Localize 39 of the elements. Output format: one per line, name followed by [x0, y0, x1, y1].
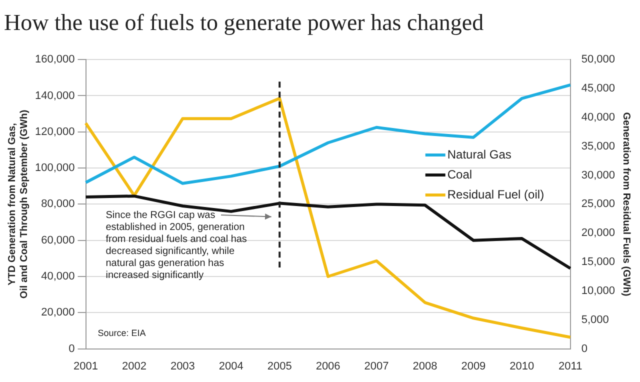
chart-title: How the use of fuels to generate power has changed	[4, 10, 484, 35]
x-tick-label: 2002	[122, 360, 146, 372]
x-tick-label: 2008	[412, 360, 438, 372]
y2-tick-label: 40,000	[581, 111, 616, 124]
x-tick-label: 2003	[170, 360, 195, 372]
y2-tick-label: 30,000	[581, 169, 616, 182]
x-tick-label: 2001	[74, 360, 98, 372]
y-tick-label: 0	[68, 342, 75, 355]
x-tick-label: 2006	[316, 360, 340, 372]
x-tick-label: 2007	[364, 360, 389, 372]
x-tick-label: 2009	[461, 360, 486, 372]
y2-tick-label: 45,000	[581, 82, 616, 95]
y-tick-label: 100,000	[34, 162, 75, 174]
y-axis-title: YTD Generation from Natural Gas, Oil and Coal Through September (GWh)	[6, 110, 30, 299]
y-tick-label: 40,000	[41, 270, 75, 283]
y2-tick-label: 10,000	[581, 284, 616, 297]
y2-tick-label: 25,000	[581, 198, 616, 210]
y2-tick-label: 0	[581, 342, 588, 355]
x-tick-label: 2010	[510, 360, 534, 372]
y2-tick-label: 50,000	[581, 54, 616, 66]
y-tick-label: 140,000	[34, 90, 75, 102]
legend-label: Coal	[447, 167, 472, 182]
y2-axis-title: Generation from Residual Fuels (GWh)	[620, 112, 632, 296]
y2-tick-label: 35,000	[581, 140, 616, 152]
y2-tick-label: 15,000	[581, 256, 616, 268]
y2-tick-label: 20,000	[581, 227, 616, 240]
legend-label: Residual Fuel (oil)	[447, 187, 544, 202]
y-tick-label: 60,000	[41, 234, 75, 246]
annotation: Source: EIA	[98, 326, 146, 340]
y-tick-label: 120,000	[34, 126, 75, 138]
y2-tick-label: 5,000	[581, 314, 609, 326]
y-tick-label: 160,000	[34, 54, 75, 66]
x-tick-label: 2004	[218, 360, 244, 372]
legend-label: Natural Gas	[447, 147, 512, 162]
y-tick-label: 20,000	[41, 306, 75, 319]
y-tick-label: 80,000	[41, 198, 75, 210]
annotation: Since the RGGI cap was established in 2005, generation from residual fuels and coal has decreased significantly, while natural gas generation has increased significantly	[106, 210, 248, 282]
x-tick-label: 2005	[267, 360, 292, 372]
x-tick-label: 2011	[558, 360, 582, 372]
